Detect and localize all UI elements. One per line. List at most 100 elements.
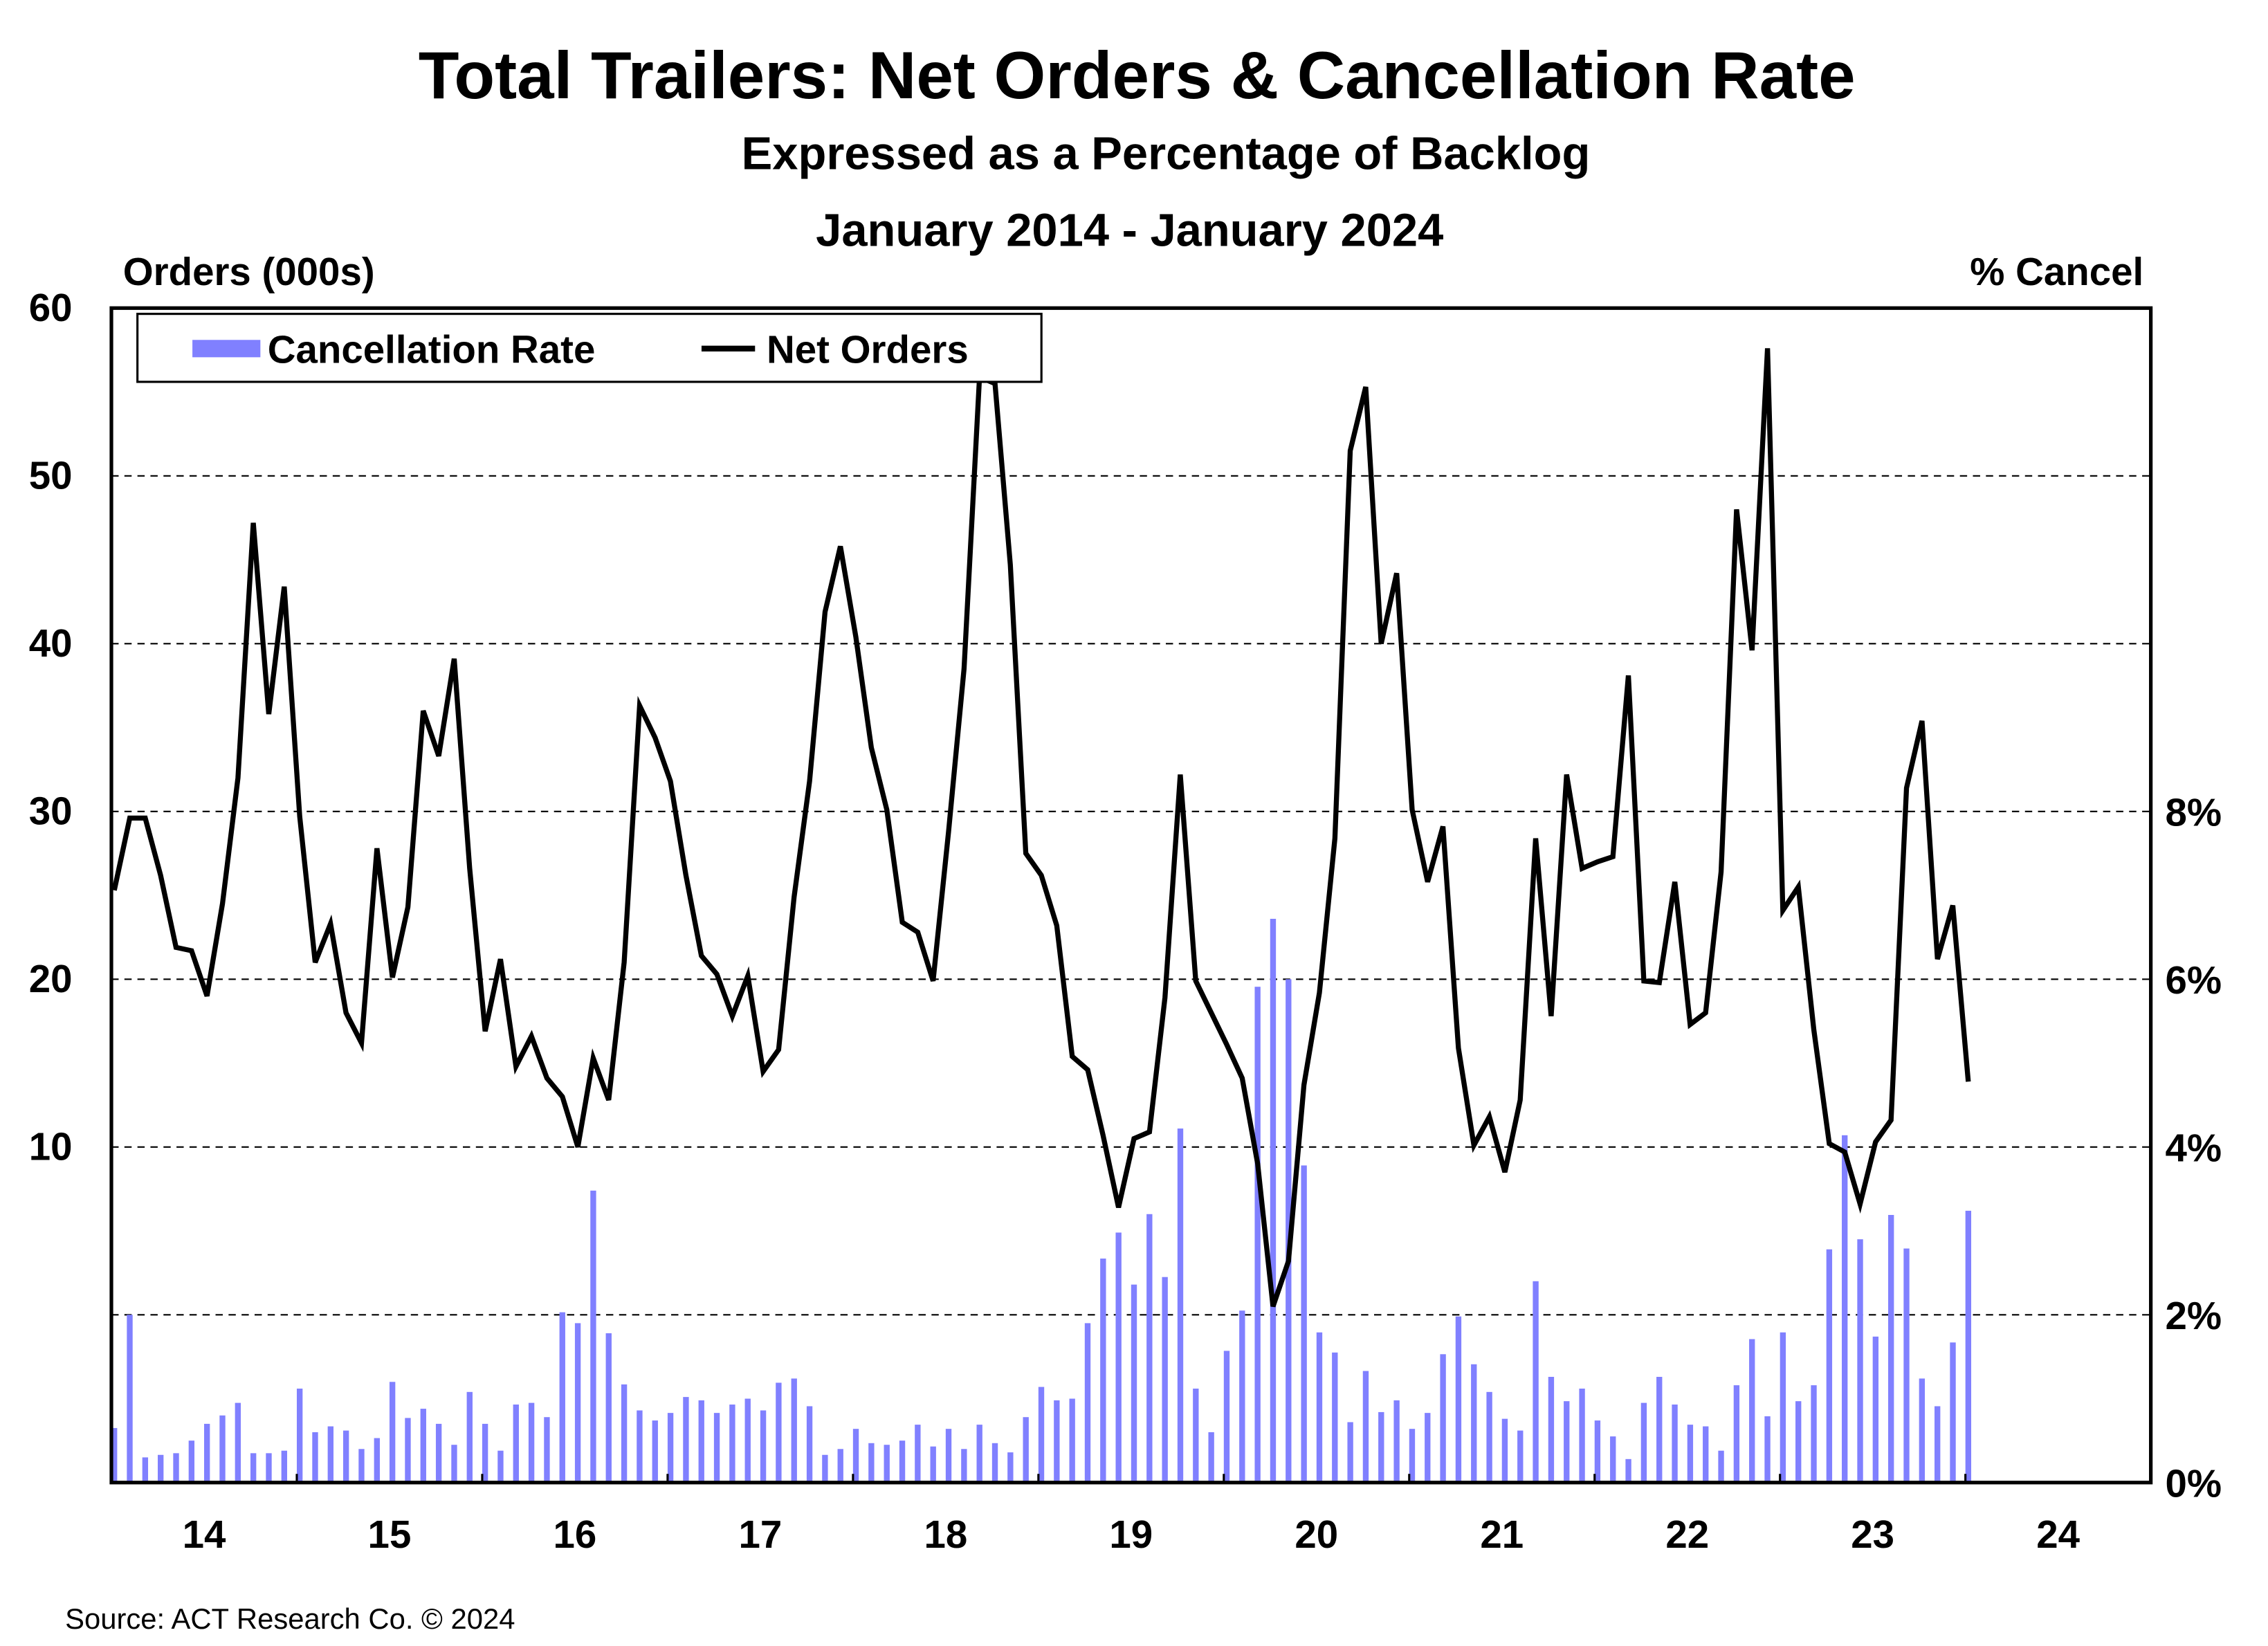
cancellation-rate-bar	[1872, 1336, 1879, 1483]
cancellation-rate-bar	[590, 1190, 596, 1483]
cancellation-rate-bar	[1950, 1342, 1956, 1483]
cancellation-rate-bar	[915, 1425, 921, 1483]
cancellation-rate-bar	[1594, 1420, 1601, 1483]
cancellation-rate-bar	[760, 1410, 767, 1483]
cancellation-rate-bar	[342, 1430, 349, 1483]
cancellation-rate-bar	[1919, 1378, 1926, 1483]
cancellation-rate-bar	[281, 1450, 288, 1483]
cancellation-rate-bar	[1795, 1401, 1802, 1483]
cancellation-rate-bar	[1842, 1135, 1848, 1483]
cancellation-rate-bar	[637, 1410, 643, 1483]
cancellation-rate-bar	[528, 1402, 535, 1483]
cancellation-rate-bar	[466, 1391, 473, 1483]
cancellation-rate-bar	[1146, 1214, 1153, 1483]
left-axis-label: Orders (000s)	[123, 250, 375, 293]
right-tick-label: 2%	[2166, 1294, 2222, 1337]
cancellation-rate-bar	[1625, 1458, 1631, 1483]
cancellation-rate-bar	[1533, 1281, 1539, 1483]
cancellation-rate-bar	[1935, 1406, 1941, 1483]
left-tick-label: 40	[29, 621, 73, 665]
x-tick-label: 23	[1851, 1512, 1894, 1556]
cancellation-rate-bar	[991, 1443, 998, 1483]
right-tick-label: 6%	[2166, 958, 2222, 1002]
cancellation-rate-bar	[1764, 1416, 1771, 1483]
left-tick-label: 20	[29, 957, 73, 1000]
cancellation-rate-bar	[1548, 1376, 1555, 1483]
x-tick-label: 20	[1295, 1512, 1338, 1556]
cancellation-rate-bar	[806, 1406, 813, 1483]
cancellation-rate-bar	[1208, 1432, 1214, 1483]
cancellation-rate-bar	[497, 1450, 504, 1483]
right-axis-ticks: 8% 6% 4% 2% 0%	[2166, 791, 2222, 1506]
cancellation-rate-bar	[1223, 1351, 1230, 1483]
cancellation-rate-bar	[945, 1429, 952, 1483]
cancellation-rate-bar	[698, 1400, 704, 1483]
cancellation-rate-bar	[111, 1427, 118, 1483]
cancellation-rate-bar	[1115, 1232, 1122, 1483]
x-tick-label: 15	[368, 1512, 412, 1556]
cancellation-rate-bar	[1054, 1400, 1060, 1483]
cancellation-rate-bar	[683, 1397, 689, 1483]
cancellation-rate-bar	[1455, 1316, 1462, 1483]
cancellation-rate-bar	[1440, 1354, 1446, 1483]
cancellation-rate-bar	[405, 1418, 411, 1483]
left-tick-label: 60	[29, 286, 73, 329]
cancellation-rate-bar	[1007, 1452, 1014, 1483]
cancellation-rate-bars	[111, 918, 1972, 1483]
cancellation-rate-bar	[1903, 1248, 1910, 1483]
cancellation-rate-bar	[1687, 1425, 1694, 1483]
cancellation-rate-bar	[1718, 1450, 1724, 1483]
cancellation-rate-bar	[884, 1445, 890, 1483]
cancellation-rate-bar	[1672, 1405, 1678, 1483]
cancellation-rate-bar	[173, 1453, 179, 1483]
legend-box	[136, 313, 1043, 383]
cancellation-rate-bar	[420, 1409, 426, 1483]
cancellation-rate-bar	[1486, 1391, 1492, 1483]
cancellation-rate-bar	[1347, 1422, 1353, 1483]
cancellation-rate-bar	[976, 1425, 982, 1483]
legend-swatch-cancellation-rate	[192, 340, 261, 358]
cancellation-rate-bar	[1425, 1413, 1431, 1483]
cancellation-rate-bar	[1857, 1239, 1863, 1483]
cancellation-rate-bar	[791, 1378, 797, 1483]
legend: Cancellation Rate Net Orders	[136, 313, 1043, 383]
cancellation-rate-bar	[1703, 1426, 1709, 1483]
cancellation-rate-bar	[1332, 1352, 1338, 1483]
cancellation-rate-bar	[574, 1323, 581, 1483]
cancellation-rate-bar	[1749, 1339, 1755, 1483]
cancellation-rate-bar	[961, 1449, 967, 1483]
cancellation-rate-bar	[1640, 1402, 1647, 1483]
cancellation-rate-bar	[1316, 1332, 1323, 1483]
cancellation-rate-bar	[1270, 918, 1277, 1483]
cancellation-rate-bar	[1409, 1429, 1416, 1483]
net-orders-line	[111, 348, 1971, 1308]
cancellation-rate-bar	[1471, 1364, 1477, 1483]
cancellation-rate-bar	[158, 1454, 164, 1483]
cancellation-rate-bar	[451, 1445, 457, 1483]
cancellation-rate-bar	[621, 1384, 628, 1483]
right-tick-label: 8%	[2166, 791, 2222, 834]
cancellation-rate-bar	[776, 1382, 782, 1483]
cancellation-rate-bar	[1254, 987, 1261, 1483]
cancellation-rate-bar	[652, 1420, 658, 1483]
cancellation-rate-bar	[1733, 1385, 1740, 1483]
cancellation-rate-bar	[374, 1438, 380, 1483]
cancellation-rate-bar	[1780, 1332, 1786, 1483]
right-tick-label: 4%	[2166, 1126, 2222, 1170]
x-tick-label: 16	[554, 1512, 597, 1556]
cancellation-rate-bar	[203, 1423, 210, 1483]
cancellation-rate-bar	[1162, 1277, 1168, 1483]
cancellation-rate-bar	[513, 1405, 519, 1483]
cancellation-rate-bar	[1084, 1323, 1091, 1483]
cancellation-rate-bar	[559, 1312, 565, 1483]
x-tick-label: 24	[2036, 1512, 2080, 1556]
cancellation-rate-bar	[1811, 1385, 1817, 1483]
cancellation-rate-bar	[930, 1446, 936, 1483]
cancellation-rate-bar	[482, 1423, 488, 1483]
cancellation-rate-bar	[219, 1415, 226, 1483]
cancellation-rate-bar	[188, 1441, 195, 1483]
cancellation-rate-bar	[1610, 1436, 1616, 1483]
cancellation-rate-bar	[1239, 1310, 1245, 1483]
cancellation-rate-bar	[837, 1449, 843, 1483]
